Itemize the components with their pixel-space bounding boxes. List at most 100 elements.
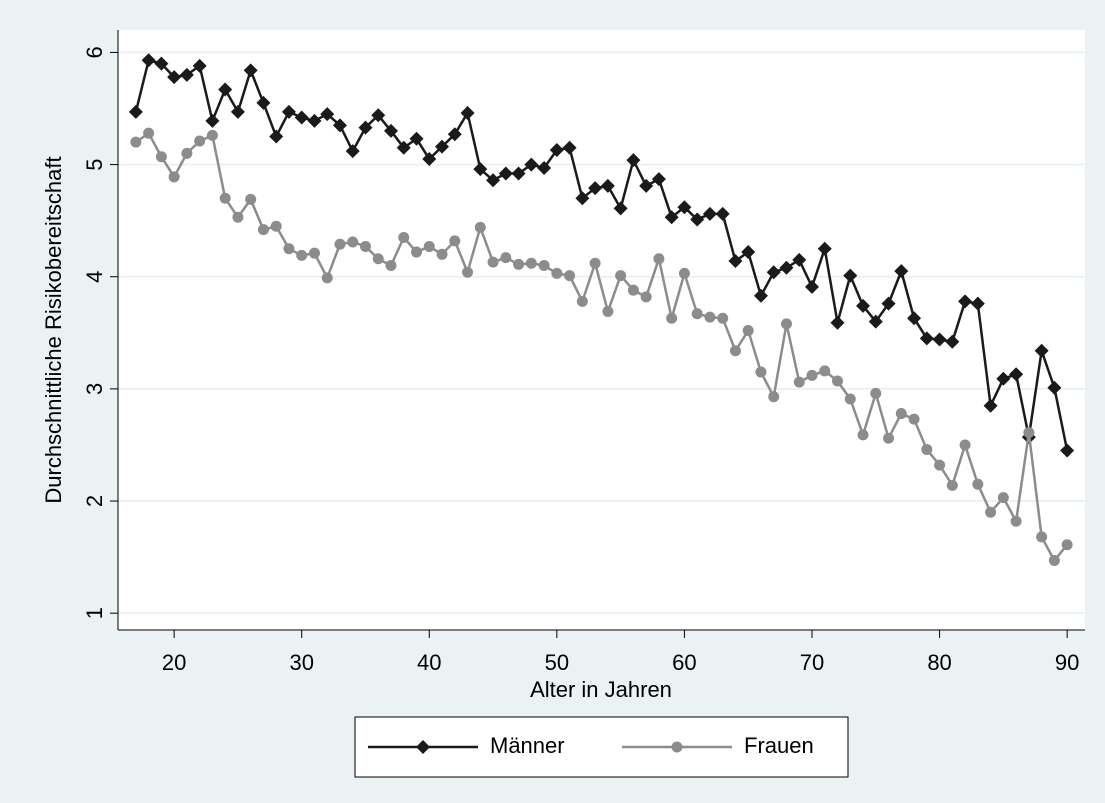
point — [474, 221, 486, 233]
point — [804, 279, 819, 294]
point — [245, 193, 257, 205]
x-axis-title: Alter in Jahren — [530, 677, 672, 702]
point — [141, 53, 156, 68]
point — [1061, 539, 1073, 551]
point — [332, 118, 347, 133]
x-tick-label: 60 — [672, 650, 696, 675]
point — [970, 296, 985, 311]
y-tick-label: 2 — [82, 495, 107, 507]
point — [1009, 367, 1024, 382]
point — [1060, 443, 1075, 458]
point — [768, 391, 780, 403]
point — [449, 235, 461, 247]
point — [766, 265, 781, 280]
point — [128, 104, 143, 119]
point — [320, 107, 335, 122]
legend-label: Männer — [490, 733, 565, 758]
point — [907, 311, 922, 326]
point — [640, 291, 652, 303]
point — [870, 387, 882, 399]
y-axis-title: Durchschnittliche Risikobereitschaft — [41, 156, 66, 503]
point — [678, 267, 690, 279]
point — [780, 318, 792, 330]
point — [600, 178, 615, 193]
y-tick-label: 6 — [82, 46, 107, 58]
point — [524, 157, 539, 172]
point — [359, 240, 371, 252]
point — [819, 365, 831, 377]
point — [500, 252, 512, 264]
point — [934, 459, 946, 471]
x-tick-label: 50 — [545, 650, 569, 675]
point — [564, 270, 576, 282]
point — [334, 238, 346, 250]
point — [588, 181, 603, 196]
point — [562, 140, 577, 155]
point — [358, 120, 373, 135]
point — [256, 95, 271, 110]
point — [473, 162, 488, 177]
point — [615, 270, 627, 282]
legend-label: Frauen — [744, 733, 814, 758]
point — [715, 206, 730, 221]
point — [895, 408, 907, 420]
point — [575, 191, 590, 206]
point — [168, 171, 180, 183]
point — [932, 332, 947, 347]
point — [154, 56, 169, 71]
point — [728, 254, 743, 269]
legend-marker — [671, 741, 683, 753]
point — [371, 108, 386, 123]
point — [192, 58, 207, 73]
point — [958, 294, 973, 309]
x-tick-label: 30 — [289, 650, 313, 675]
point — [972, 478, 984, 490]
point — [983, 398, 998, 413]
point — [702, 206, 717, 221]
point — [792, 252, 807, 267]
point — [741, 245, 756, 260]
point — [206, 129, 218, 141]
point — [959, 439, 971, 451]
point — [423, 240, 435, 252]
point — [1010, 515, 1022, 527]
point — [181, 147, 193, 159]
point — [691, 308, 703, 320]
point — [155, 151, 167, 163]
point — [868, 314, 883, 329]
point — [996, 371, 1011, 386]
point — [243, 63, 258, 78]
point — [729, 345, 741, 357]
point — [651, 172, 666, 187]
point — [283, 243, 295, 255]
point — [856, 298, 871, 313]
x-tick-label: 90 — [1055, 650, 1079, 675]
point — [793, 376, 805, 388]
legend-marker — [416, 740, 430, 754]
point — [1036, 531, 1048, 543]
point — [396, 140, 411, 155]
point — [755, 366, 767, 378]
point — [435, 139, 450, 154]
point — [487, 256, 499, 268]
point — [384, 123, 399, 138]
point — [296, 249, 308, 261]
point — [205, 113, 220, 128]
point — [537, 160, 552, 175]
point — [1047, 380, 1062, 395]
point — [742, 325, 754, 337]
y-tick-label: 1 — [82, 607, 107, 619]
point — [881, 296, 896, 311]
point — [690, 212, 705, 227]
point — [308, 247, 320, 259]
point — [664, 210, 679, 225]
point — [409, 131, 424, 146]
point — [817, 241, 832, 256]
point — [232, 211, 244, 223]
point — [194, 135, 206, 147]
point — [321, 272, 333, 284]
point — [498, 166, 513, 181]
point — [513, 258, 525, 270]
point — [704, 311, 716, 323]
plot-area — [118, 30, 1085, 630]
